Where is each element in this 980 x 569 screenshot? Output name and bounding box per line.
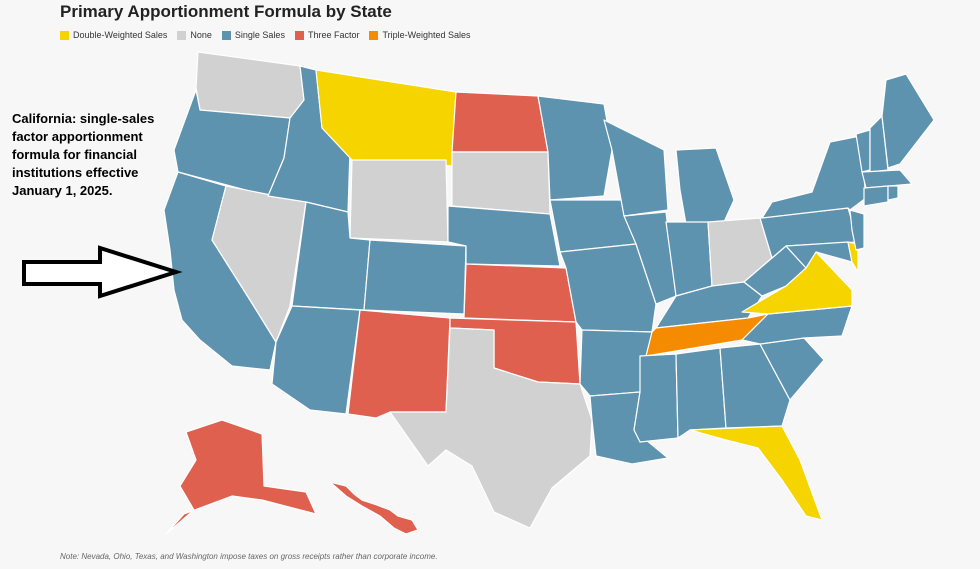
state-wa[interactable] <box>195 51 305 119</box>
state-ms[interactable] <box>633 353 679 443</box>
state-mi[interactable] <box>675 147 735 225</box>
legend-item-triple-weighted-sales: Triple-Weighted Sales <box>369 30 471 40</box>
california-annotation: California: single-sales factor apportio… <box>12 111 155 198</box>
footnote: Note: Nevada, Ohio, Texas, and Washingto… <box>60 552 438 561</box>
state-fl[interactable] <box>689 425 823 521</box>
legend-item-single-sales: Single Sales <box>221 30 285 40</box>
state-ct[interactable] <box>863 185 889 207</box>
legend-label-single-sales: Single Sales <box>234 30 285 40</box>
state-hi[interactable] <box>329 481 419 535</box>
state-ks[interactable] <box>463 263 577 323</box>
state-md[interactable] <box>785 241 853 269</box>
legend-swatch-single-sales <box>221 30 231 40</box>
state-al[interactable] <box>675 347 727 439</box>
state-nm[interactable] <box>347 309 451 419</box>
legend-item-three-factor: Three Factor <box>294 30 360 40</box>
state-wi[interactable] <box>603 119 669 217</box>
state-sd[interactable] <box>451 151 551 215</box>
state-me[interactable] <box>881 73 935 169</box>
legend-swatch-triple-weighted-sales <box>369 30 379 40</box>
state-ga[interactable] <box>719 343 791 429</box>
state-ak[interactable] <box>165 419 317 535</box>
state-ma[interactable] <box>861 169 913 189</box>
state-nd[interactable] <box>451 91 549 153</box>
state-mn[interactable] <box>537 95 613 201</box>
state-wy[interactable] <box>349 159 449 243</box>
state-co[interactable] <box>363 239 467 315</box>
legend-label-none: None <box>190 30 212 40</box>
legend-swatch-double-weighted-sales <box>60 30 69 40</box>
state-tx[interactable] <box>389 327 593 529</box>
state-ri[interactable] <box>887 185 899 201</box>
state-az[interactable] <box>271 305 361 415</box>
legend: Double-Weighted Sales None Single Sales … <box>60 30 471 40</box>
legend-label-double-weighted-sales: Double-Weighted Sales <box>73 30 168 40</box>
legend-item-double-weighted-sales: Double-Weighted Sales <box>60 30 167 40</box>
legend-item-none: None <box>177 30 212 40</box>
state-nj[interactable] <box>849 209 865 251</box>
california-arrow <box>22 245 183 299</box>
map-title: Primary Apportionment Formula by State <box>60 2 392 21</box>
state-ny[interactable] <box>761 135 867 219</box>
legend-swatch-three-factor <box>294 30 304 40</box>
legend-swatch-none <box>177 30 187 40</box>
state-il[interactable] <box>623 211 677 305</box>
legend-label-triple-weighted-sales: Triple-Weighted Sales <box>382 30 471 40</box>
legend-label-three-factor: Three Factor <box>307 30 360 40</box>
